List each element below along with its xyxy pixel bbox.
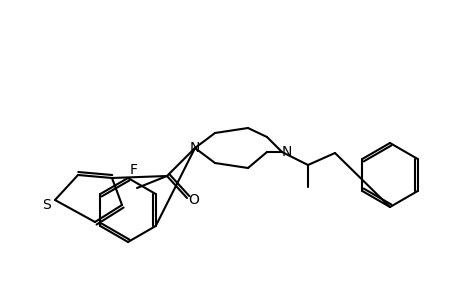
Text: F: F bbox=[130, 163, 138, 177]
Text: S: S bbox=[43, 198, 51, 212]
Text: O: O bbox=[188, 193, 199, 207]
Text: N: N bbox=[281, 145, 291, 159]
Text: N: N bbox=[190, 141, 200, 155]
